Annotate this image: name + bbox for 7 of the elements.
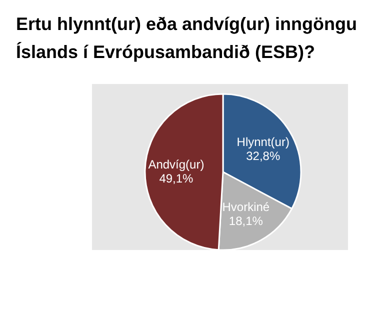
slice-label: Hvorkiné bbox=[222, 200, 270, 214]
data-label: 18,1% bbox=[228, 214, 264, 228]
data-label: 32,8% bbox=[246, 148, 280, 163]
data-label: 49,1% bbox=[159, 172, 194, 186]
slice-label: Andvíg(ur) bbox=[148, 158, 204, 172]
chart-title: Ertu hlynnt(ur) eða andvíg(ur) inngöngu Íslands í Evrópusambandið (ESB)? bbox=[16, 13, 358, 64]
slice-label: Hlynnt(ur) bbox=[236, 134, 290, 149]
